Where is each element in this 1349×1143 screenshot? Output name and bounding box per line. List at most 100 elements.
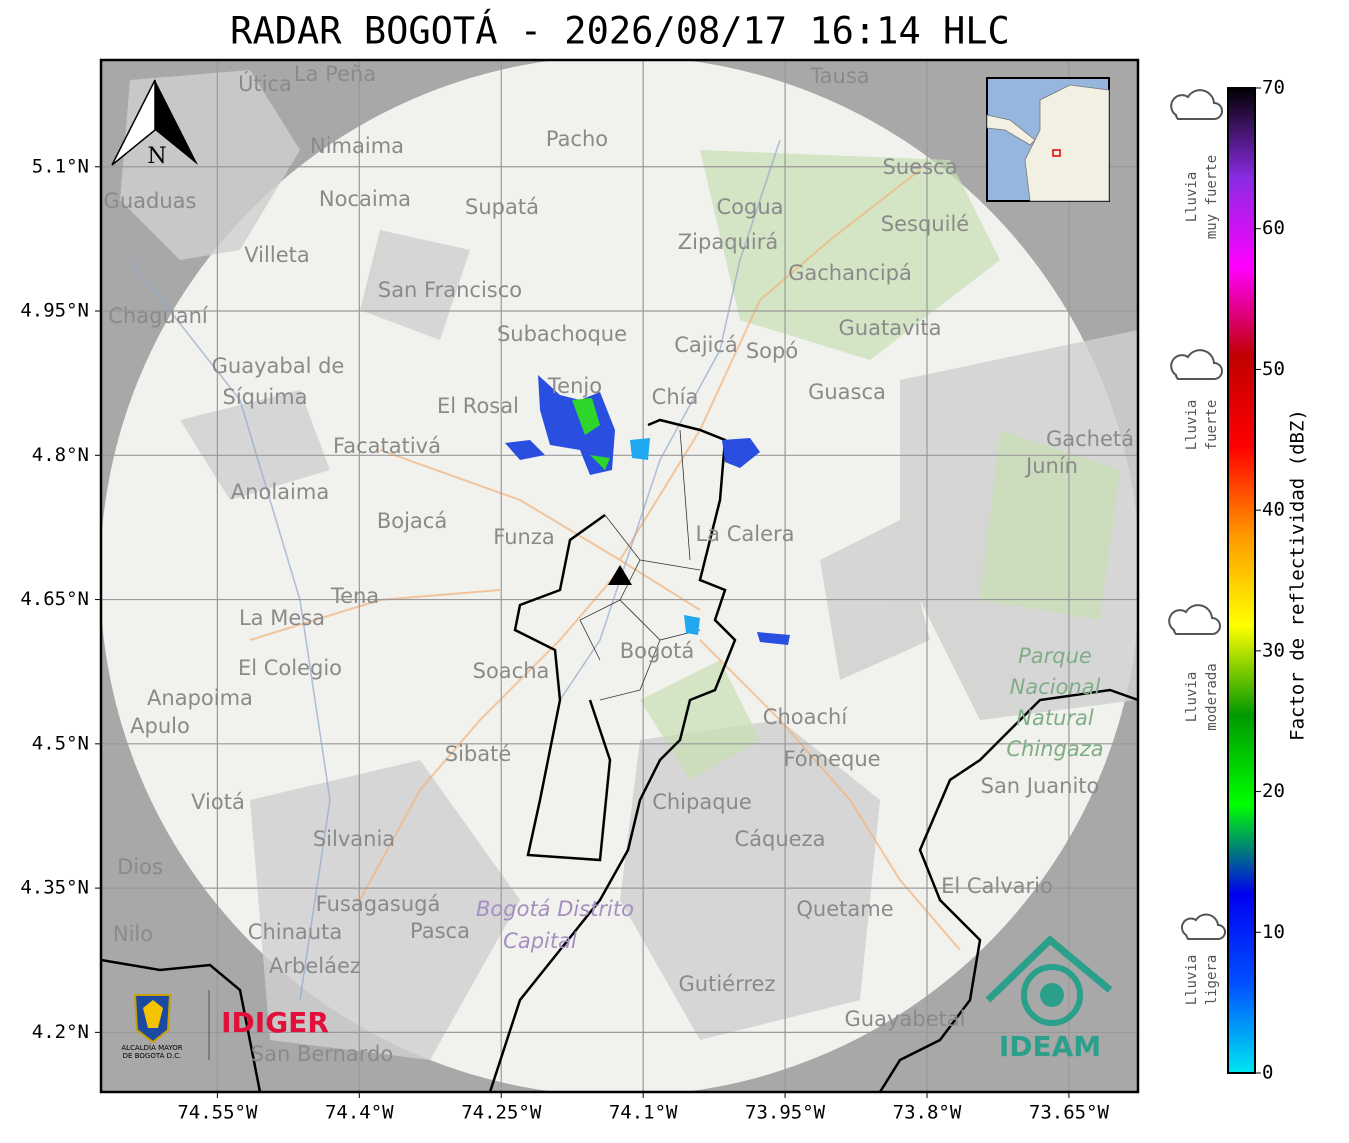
- y-tick-label: 4.65°N: [20, 588, 89, 610]
- place-label: El Rosal: [437, 394, 519, 418]
- place-label: Guasca: [808, 380, 886, 404]
- place-label: Viotá: [191, 790, 245, 814]
- place-label: San Bernardo: [251, 1042, 393, 1066]
- place-label: Choachí: [763, 705, 849, 729]
- place-label: Nilo: [113, 922, 153, 946]
- place-label: San Francisco: [378, 278, 522, 302]
- logo-alcaldia: ALCALDÍA MAYOR DE BOGOTÁ D.C. IDIGER: [121, 990, 329, 1060]
- place-label: Chipaque: [652, 790, 752, 814]
- place-label: Suesca: [883, 155, 958, 179]
- vegetation: [640, 150, 1120, 780]
- x-tick-label: 74.55°W: [177, 1102, 258, 1124]
- place-label: Nimaima: [310, 134, 404, 158]
- place-label: Cogua: [716, 195, 783, 219]
- colorbar: [1227, 87, 1256, 1074]
- idiger-logo: IDIGER: [221, 1006, 329, 1039]
- radar-echoes: [505, 375, 790, 645]
- place-label: Guatavita: [839, 316, 942, 340]
- legend-label: Lluvia: [1184, 955, 1200, 1006]
- alcaldia-line: DE BOGOTÁ D.C.: [123, 1051, 182, 1060]
- park-label: Natural: [1016, 706, 1094, 730]
- colorbar-tick-label: 50: [1262, 358, 1285, 380]
- district-label: Bogotá Distrito: [476, 897, 634, 921]
- legend-label: moderada: [1204, 663, 1220, 730]
- y-tick-label: 5.1°N: [32, 155, 89, 177]
- x-tick-label: 74.25°W: [461, 1102, 542, 1124]
- title: RADAR BOGOTÁ - 2026/08/17 16:14 HLC: [230, 9, 1010, 53]
- x-tick-label: 73.65°W: [1029, 1102, 1110, 1124]
- colorbar-tick-label: 30: [1262, 639, 1285, 661]
- place-label: Gachetá: [1046, 427, 1134, 451]
- place-label: Tena: [330, 584, 379, 608]
- place-label: Pasca: [410, 919, 470, 943]
- park-label: Chingaza: [1006, 737, 1103, 761]
- place-label: Nocaima: [319, 187, 411, 211]
- place-label: Útica: [238, 71, 292, 96]
- north-label: N: [147, 144, 166, 169]
- legend-label: fuerte: [1204, 400, 1220, 451]
- place-label: Villeta: [244, 243, 309, 267]
- legend-label: Lluvia: [1184, 172, 1200, 223]
- colorbar-axis: 0 10 20 30 40 50 60 70: [1255, 77, 1285, 1084]
- axes: 74.55°W 74.4°W 74.25°W 74.1°W 73.95°W 73.8°W 7…: [20, 155, 1109, 1123]
- place-label: Síquima: [223, 385, 308, 409]
- colorbar-tick-label: 0: [1262, 1062, 1273, 1084]
- place-label: Sesquilé: [881, 212, 969, 236]
- place-label: Tenjo: [547, 374, 602, 398]
- place-label: Bojacá: [377, 509, 447, 533]
- legend-label: muy fuerte: [1204, 155, 1220, 239]
- place-label: Bogotá: [620, 639, 695, 663]
- colorbar-tick-label: 10: [1262, 921, 1285, 943]
- place-label: Dios: [117, 855, 163, 879]
- x-tick-label: 74.4°W: [325, 1102, 394, 1124]
- place-label: Guayabal de: [212, 354, 345, 378]
- place-label: Sopó: [746, 339, 798, 363]
- park-label: Nacional: [1010, 675, 1101, 699]
- place-label: Junín: [1024, 454, 1078, 478]
- logo-ideam: IDEAM: [985, 935, 1113, 1063]
- place-label: El Calvario: [941, 874, 1053, 898]
- place-label: Anolaima: [231, 480, 329, 504]
- y-tick-label: 4.35°N: [20, 877, 89, 899]
- colorbar-tick-label: 40: [1262, 499, 1285, 521]
- place-label: Sibaté: [445, 742, 512, 766]
- place-label: Gachancipá: [788, 261, 912, 285]
- colorbar-tick-label: 70: [1262, 77, 1285, 99]
- x-tick-label: 73.95°W: [745, 1102, 826, 1124]
- place-label: Chaguaní: [108, 304, 209, 328]
- place-label: El Colegio: [238, 656, 342, 680]
- place-label: La Calera: [695, 522, 794, 546]
- place-label: Cajicá: [674, 333, 738, 357]
- place-label: Guayabetal: [845, 1007, 966, 1031]
- place-label: Quetame: [796, 897, 893, 921]
- place-label: Cáqueza: [735, 827, 826, 851]
- place-label: La Mesa: [239, 606, 325, 630]
- place-label: Tausa: [809, 64, 869, 88]
- legend-label: Lluvia: [1184, 672, 1200, 723]
- park-label: Parque: [1018, 644, 1092, 668]
- place-label: Fómeque: [783, 747, 880, 771]
- place-label: Subachoque: [497, 322, 627, 346]
- x-tick-label: 74.1°W: [609, 1102, 678, 1124]
- place-label: Arbeláez: [269, 954, 361, 978]
- radar-site: [608, 565, 632, 585]
- roads: [249, 169, 961, 951]
- legend-label: Lluvia: [1184, 400, 1200, 451]
- place-label: Gutiérrez: [679, 972, 776, 996]
- y-tick-label: 4.95°N: [20, 300, 89, 322]
- place-label: Pacho: [546, 127, 608, 151]
- colorbar-tick-label: 20: [1262, 780, 1285, 802]
- map-frame: [99, 58, 1140, 1094]
- x-tick-label: 73.8°W: [893, 1102, 962, 1124]
- place-label: San Juanito: [981, 774, 1100, 798]
- localities: [579, 429, 701, 701]
- place-label: Supatá: [465, 195, 539, 219]
- colorbar-tick-label: 60: [1262, 217, 1285, 239]
- legend-label: ligera: [1204, 955, 1220, 1006]
- place-label: Fusagasugá: [316, 892, 441, 916]
- place-label: Anapoima: [147, 686, 253, 710]
- place-label: Facatativá: [333, 434, 441, 458]
